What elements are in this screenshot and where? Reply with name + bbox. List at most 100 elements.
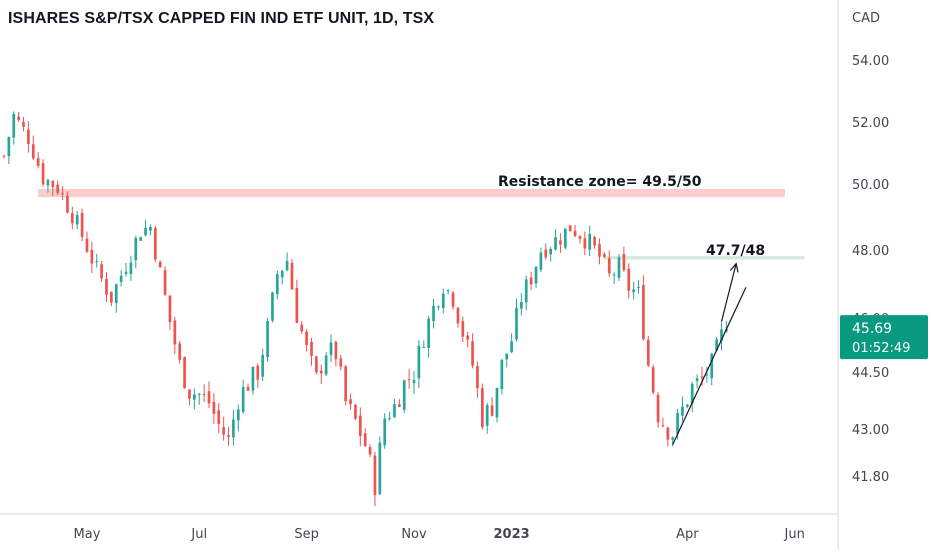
candle-body <box>627 268 631 291</box>
candle-body <box>637 286 640 288</box>
target-zone <box>604 256 805 260</box>
y-tick-label: 48.00 <box>852 244 889 259</box>
candle-body <box>324 355 328 375</box>
candle-body <box>80 212 84 237</box>
candle-body <box>676 413 679 434</box>
candle-body <box>12 114 16 138</box>
candle-body <box>578 236 582 239</box>
candle-body <box>671 437 675 440</box>
candle-body <box>41 163 45 185</box>
candle-body <box>642 285 645 340</box>
candle-body <box>329 342 333 355</box>
candle-body <box>583 238 587 249</box>
candle-body <box>305 331 308 346</box>
y-tick-label: 44.50 <box>852 366 889 381</box>
candle-body <box>520 301 523 309</box>
price-axis-bg <box>838 0 932 550</box>
candle-body <box>695 378 699 382</box>
projection-arrow <box>720 263 737 322</box>
candle-body <box>510 341 513 353</box>
trendline <box>672 287 747 445</box>
candle-body <box>563 228 567 248</box>
candle-body <box>202 394 206 396</box>
candle-body <box>427 318 430 348</box>
candle-body <box>95 261 99 263</box>
candle-body <box>251 366 255 391</box>
candle-body <box>256 365 260 380</box>
candle-body <box>178 343 182 360</box>
candle-body <box>412 380 416 383</box>
candle-body <box>236 409 240 421</box>
candle-body <box>388 418 391 420</box>
candle-body <box>622 254 626 271</box>
candle-body <box>168 295 172 323</box>
candle-body <box>354 404 357 419</box>
candle-body <box>310 341 313 356</box>
candle-body <box>217 410 221 425</box>
candle-body <box>188 389 191 399</box>
candle-body <box>573 230 577 236</box>
candle-body <box>339 358 343 367</box>
candle-body <box>197 394 201 396</box>
candle-body <box>285 261 289 271</box>
candle-body <box>632 289 635 293</box>
candle-body <box>685 404 689 407</box>
candle-body <box>524 279 528 303</box>
x-tick-label: Jul <box>190 527 207 542</box>
candle-body <box>207 391 211 404</box>
candle-body <box>90 249 94 264</box>
candle-body <box>173 320 177 345</box>
candle-body <box>720 329 723 341</box>
candle-body <box>124 271 128 274</box>
candle-body <box>705 374 709 376</box>
candle-body <box>153 227 157 260</box>
candle-body <box>529 277 533 285</box>
candle-body <box>105 278 108 295</box>
candle-body <box>183 357 186 388</box>
candle-body <box>466 335 470 340</box>
candle-body <box>271 292 274 321</box>
candle-body <box>495 387 499 418</box>
candle-body <box>212 401 216 414</box>
candle-body <box>227 435 230 437</box>
candle-body <box>398 404 401 407</box>
candle-body <box>598 244 601 257</box>
candle-body <box>280 270 284 278</box>
candle-body <box>70 213 74 224</box>
candle-body <box>681 406 684 416</box>
candle-body <box>319 370 323 374</box>
resistance-zone-label: Resistance zone= 49.5/50 <box>498 174 702 190</box>
candle-body <box>603 254 606 257</box>
resistance-zone <box>38 188 785 198</box>
currency-label: CAD <box>852 11 880 26</box>
candle-body <box>378 442 382 495</box>
candle-body <box>700 376 704 378</box>
candle-body <box>232 419 235 438</box>
candle-body <box>100 264 103 279</box>
last-price-badge <box>840 315 928 360</box>
candle-body <box>27 129 30 144</box>
candle-body <box>56 184 60 193</box>
candle-body <box>139 237 143 241</box>
candle-body <box>241 387 245 413</box>
countdown-label: 01:52:49 <box>852 341 910 356</box>
candle-body <box>295 287 299 323</box>
candle-body <box>110 291 113 303</box>
candle-body <box>373 455 377 496</box>
candle-body <box>85 238 89 252</box>
candle-body <box>500 359 504 390</box>
candle-body <box>593 236 596 246</box>
candle-body <box>393 404 396 417</box>
y-tick-label: 50.00 <box>852 178 889 193</box>
candle-body <box>114 284 118 304</box>
candle-body <box>515 307 518 340</box>
candle-body <box>588 233 592 250</box>
candle-body <box>300 324 304 332</box>
candle-body <box>363 433 367 446</box>
candle-body <box>568 225 572 232</box>
candle-body <box>456 307 460 324</box>
candle-body <box>2 155 6 157</box>
candle-body <box>432 305 435 322</box>
candle-body <box>129 262 133 275</box>
